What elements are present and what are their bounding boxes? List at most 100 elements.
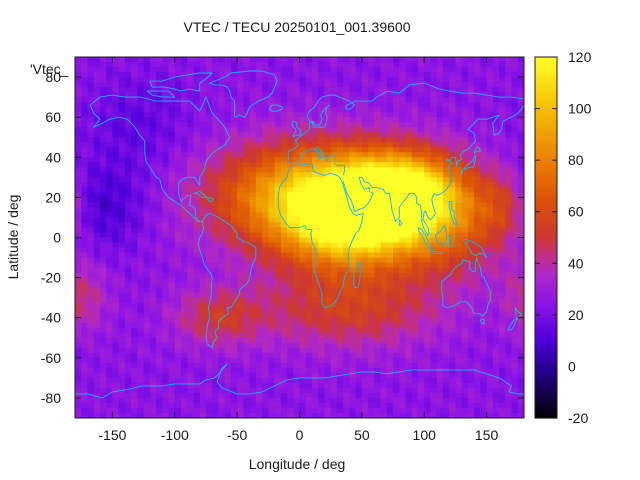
heatmap-cell bbox=[112, 102, 120, 108]
heatmap-cell bbox=[237, 282, 244, 289]
heatmap-cell bbox=[336, 232, 344, 239]
heatmap-cell bbox=[449, 277, 457, 284]
heatmap-cell bbox=[218, 232, 226, 239]
heatmap-cell bbox=[424, 377, 432, 384]
heatmap-cell bbox=[374, 122, 382, 128]
heatmap-cell bbox=[480, 147, 488, 153]
heatmap-cell bbox=[343, 217, 350, 224]
heatmap-cell bbox=[305, 232, 313, 239]
heatmap-cell bbox=[187, 212, 195, 219]
heatmap-cell bbox=[268, 177, 276, 183]
heatmap-cell bbox=[424, 117, 432, 123]
heatmap-cell bbox=[505, 252, 513, 259]
heatmap-cell bbox=[274, 237, 282, 244]
heatmap-cell bbox=[193, 97, 201, 103]
heatmap-cell bbox=[174, 107, 182, 113]
heatmap-cell bbox=[467, 87, 475, 93]
heatmap-cell bbox=[181, 152, 188, 158]
heatmap-cell bbox=[268, 192, 276, 198]
heatmap-cell bbox=[274, 62, 282, 68]
heatmap-cell bbox=[124, 372, 132, 379]
heatmap-cell bbox=[349, 332, 357, 339]
heatmap-cell bbox=[486, 222, 494, 229]
heatmap-cell bbox=[467, 362, 475, 369]
heatmap-cell bbox=[280, 287, 288, 294]
heatmap-cell bbox=[324, 252, 332, 259]
heatmap-cell bbox=[224, 162, 232, 168]
heatmap-cell bbox=[131, 377, 138, 384]
heatmap-cell bbox=[343, 202, 350, 209]
heatmap-cell bbox=[212, 67, 220, 73]
heatmap-cell bbox=[131, 222, 138, 229]
heatmap-cell bbox=[274, 297, 282, 304]
heatmap-cell bbox=[361, 127, 369, 133]
heatmap-cell bbox=[193, 332, 201, 339]
heatmap-cell bbox=[168, 67, 176, 73]
heatmap-cell bbox=[449, 297, 457, 304]
heatmap-cell bbox=[305, 172, 313, 178]
heatmap-cell bbox=[262, 397, 269, 404]
heatmap-cell bbox=[343, 137, 350, 143]
heatmap-cell bbox=[149, 77, 157, 83]
heatmap-cell bbox=[199, 122, 207, 128]
heatmap-cell bbox=[181, 257, 188, 264]
heatmap-cell bbox=[411, 132, 419, 138]
heatmap-cell bbox=[112, 252, 120, 259]
heatmap-cell bbox=[492, 322, 500, 329]
heatmap-cell bbox=[287, 397, 294, 404]
heatmap-cell bbox=[305, 387, 313, 394]
heatmap-cell bbox=[480, 107, 488, 113]
heatmap-cell bbox=[87, 112, 95, 118]
heatmap-cell bbox=[399, 162, 407, 168]
heatmap-cell bbox=[131, 272, 138, 279]
heatmap-cell bbox=[149, 232, 157, 239]
heatmap-cell bbox=[511, 377, 519, 384]
heatmap-cell bbox=[106, 297, 114, 304]
heatmap-cell bbox=[268, 207, 276, 214]
heatmap-cell bbox=[131, 342, 138, 349]
heatmap-cell bbox=[405, 392, 413, 399]
heatmap-cell bbox=[499, 382, 506, 389]
heatmap-cell bbox=[405, 322, 413, 329]
heatmap-cell bbox=[436, 172, 444, 178]
heatmap-cell bbox=[143, 247, 151, 254]
heatmap-cell bbox=[511, 92, 519, 98]
heatmap-cell bbox=[417, 322, 425, 329]
heatmap-cell bbox=[162, 107, 170, 113]
heatmap-cell bbox=[436, 297, 444, 304]
heatmap-cell bbox=[442, 162, 450, 168]
heatmap-cell bbox=[318, 217, 326, 224]
heatmap-cell bbox=[361, 107, 369, 113]
heatmap-cell bbox=[237, 362, 244, 369]
heatmap-cell bbox=[168, 167, 176, 173]
heatmap-cell bbox=[255, 117, 263, 123]
heatmap-cell bbox=[224, 102, 232, 108]
heatmap-cell bbox=[480, 247, 488, 254]
heatmap-cell bbox=[249, 247, 257, 254]
heatmap-cell bbox=[318, 157, 326, 163]
heatmap-cell bbox=[467, 287, 475, 294]
heatmap-cell bbox=[305, 67, 313, 73]
heatmap-cell bbox=[499, 77, 506, 83]
heatmap-cell bbox=[424, 67, 432, 73]
heatmap-cell bbox=[230, 62, 238, 68]
heatmap-cell bbox=[237, 227, 244, 234]
heatmap-cell bbox=[156, 377, 163, 384]
heatmap-cell bbox=[361, 312, 369, 319]
heatmap-cell bbox=[149, 117, 157, 123]
heatmap-cell bbox=[293, 57, 301, 63]
heatmap-cell bbox=[93, 367, 101, 374]
heatmap-cell bbox=[255, 62, 263, 68]
heatmap-cell bbox=[361, 217, 369, 224]
heatmap-cell bbox=[474, 72, 481, 78]
heatmap-cell bbox=[193, 197, 201, 203]
heatmap-cell bbox=[262, 232, 269, 239]
heatmap-cell bbox=[368, 342, 375, 349]
heatmap-cell bbox=[93, 102, 101, 108]
heatmap-cell bbox=[349, 162, 357, 168]
heatmap-cell bbox=[424, 202, 432, 209]
heatmap-cell bbox=[499, 137, 506, 143]
heatmap-cell bbox=[355, 117, 363, 123]
heatmap-cell bbox=[230, 192, 238, 198]
heatmap-cell bbox=[361, 187, 369, 193]
